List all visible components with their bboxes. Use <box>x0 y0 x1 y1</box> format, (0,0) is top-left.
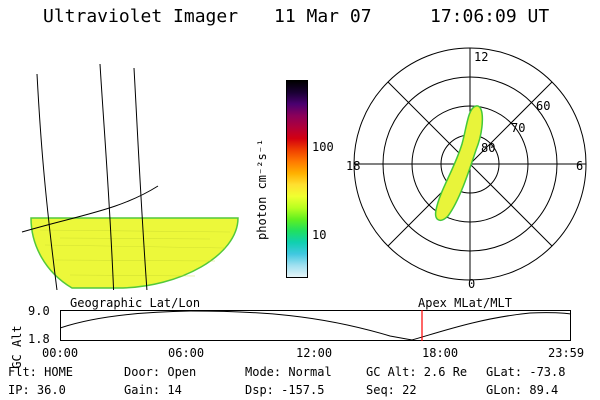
colorbar <box>286 80 308 278</box>
y-tick-bottom: 1.8 <box>28 332 50 346</box>
seq-status: Seq: 22 <box>366 383 417 397</box>
glon-status: GLon: 89.4 <box>486 383 559 397</box>
x-tick-1200: 12:00 <box>296 346 333 360</box>
mlt-6-label: 6 <box>576 159 583 173</box>
colorbar-gradient <box>287 81 307 277</box>
x-tick-2359: 23:59 <box>548 346 585 360</box>
aurora-texture <box>39 229 231 277</box>
colorbar-tick-10: 10 <box>312 228 327 242</box>
mlt-12-label: 12 <box>474 50 488 64</box>
geographic-title: Geographic Lat/Lon <box>70 296 201 310</box>
y-tick-top: 9.0 <box>28 304 50 318</box>
mode-status: Mode: Normal <box>245 365 332 379</box>
mlt-18-label: 18 <box>346 159 360 173</box>
x-tick-1800: 18:00 <box>422 346 459 360</box>
timeline-frame <box>60 310 571 341</box>
aurora-oval-polar <box>434 105 484 221</box>
mlat-70-label: 70 <box>511 121 525 135</box>
date-label: 11 Mar 07 <box>274 6 372 27</box>
colorbar-label: photon cm⁻²s⁻¹ <box>255 138 269 240</box>
aurora-image-geographic <box>30 217 239 289</box>
altitude-curve <box>60 310 572 341</box>
mlat-60-label: 60 <box>536 99 550 113</box>
glat-status: GLat: -73.8 <box>486 365 566 379</box>
colorbar-tick-100: 100 <box>312 140 334 154</box>
mlat-80-label: 80 <box>481 141 495 155</box>
instrument-title: Ultraviolet Imager <box>43 6 239 27</box>
dsp-status: Dsp: -157.5 <box>245 383 325 397</box>
mlt-0-label: 0 <box>468 277 475 290</box>
door-status: Door: Open <box>124 365 197 379</box>
geographic-map <box>21 63 239 290</box>
ip-status: IP: 36.0 <box>8 383 66 397</box>
altitude-timeline <box>60 310 572 341</box>
polar-mlt-plot: 12 18 6 0 60 70 80 <box>346 47 587 290</box>
filter-status: Flt: HOME <box>8 365 74 379</box>
gc-alt-status: GC Alt: 2.6 Re <box>366 365 468 379</box>
time-label: 17:06:09 UT <box>430 6 550 27</box>
gain-status: Gain: 14 <box>124 383 182 397</box>
map-grid-lines <box>21 63 159 290</box>
x-tick-0000: 00:00 <box>42 346 79 360</box>
x-tick-0600: 06:00 <box>168 346 205 360</box>
apex-title: Apex MLat/MLT <box>418 296 512 310</box>
